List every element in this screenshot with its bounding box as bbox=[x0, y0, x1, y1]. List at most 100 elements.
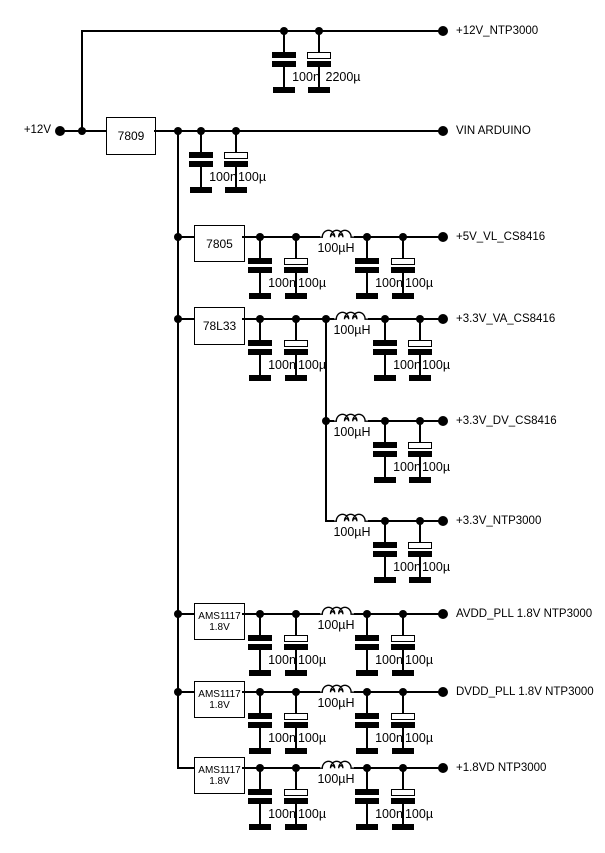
cap-lead bbox=[384, 521, 386, 542]
ground-bar bbox=[356, 824, 378, 830]
wire-segment bbox=[368, 318, 444, 320]
cap-lead bbox=[402, 614, 404, 635]
ground-bar bbox=[249, 748, 271, 754]
cap-lead bbox=[366, 237, 368, 258]
cap-lead bbox=[259, 319, 261, 340]
cap-lead bbox=[259, 692, 261, 713]
wire-segment bbox=[368, 420, 444, 422]
cap-plate bbox=[408, 442, 432, 449]
cap-value-label: 100µ bbox=[297, 653, 327, 667]
cap-lead bbox=[366, 727, 368, 748]
cap-lead bbox=[318, 31, 320, 52]
wire-segment bbox=[154, 130, 444, 132]
cap-plate bbox=[408, 340, 432, 347]
cap-plate bbox=[248, 789, 272, 795]
ceramic-capacitor bbox=[248, 768, 272, 830]
regulator-label: 7805 bbox=[206, 236, 233, 251]
cap-plate bbox=[284, 722, 308, 728]
wire-segment bbox=[242, 613, 320, 615]
cap-lead bbox=[419, 556, 421, 577]
cap-lead bbox=[366, 768, 368, 789]
terminal-dot bbox=[438, 763, 448, 773]
cap-lead bbox=[419, 319, 421, 340]
cap-plate bbox=[189, 161, 213, 167]
electrolytic-capacitor bbox=[391, 237, 415, 299]
cap-value-label: 100n bbox=[268, 731, 296, 745]
ceramic-capacitor bbox=[248, 237, 272, 299]
cap-lead bbox=[419, 354, 421, 375]
regulator-7809: 7809 bbox=[106, 117, 156, 155]
net-label-18vd-ntp3000: +1.8VD NTP3000 bbox=[456, 762, 547, 774]
net-label-vin-arduino: VIN ARDUINO bbox=[456, 125, 531, 137]
ground-bar bbox=[392, 670, 414, 676]
cap-lead bbox=[402, 649, 404, 670]
wire-segment bbox=[354, 691, 444, 693]
cap-lead bbox=[295, 692, 297, 713]
cap-value-label: 100µ bbox=[421, 560, 451, 574]
net-label-33v-va-cs8416: +3.3V_VA_CS8416 bbox=[456, 313, 556, 325]
cap-plate bbox=[408, 349, 432, 355]
cap-lead bbox=[419, 421, 421, 442]
electrolytic-capacitor bbox=[391, 768, 415, 830]
inductor-value-label: 100µH bbox=[333, 425, 371, 439]
cap-lead bbox=[295, 649, 297, 670]
electrolytic-capacitor bbox=[284, 614, 308, 676]
net-label-avdd-pll: AVDD_PLL 1.8V NTP3000 bbox=[456, 608, 593, 620]
cap-lead bbox=[366, 692, 368, 713]
wire-segment bbox=[354, 236, 444, 238]
ground-bar bbox=[374, 477, 396, 483]
wire-segment bbox=[178, 691, 194, 693]
net-label-12v-ntp3000: +12V_NTP3000 bbox=[456, 25, 539, 37]
cap-plate bbox=[248, 635, 272, 641]
cap-lead bbox=[366, 614, 368, 635]
ground-bar bbox=[374, 577, 396, 583]
cap-lead bbox=[259, 354, 261, 375]
cap-value-label: 100n bbox=[375, 807, 403, 821]
cap-value-label: 100µ bbox=[297, 358, 327, 372]
cap-value-label: 100µ bbox=[297, 276, 327, 290]
ground-bar bbox=[308, 87, 330, 93]
electrolytic-capacitor bbox=[307, 31, 331, 93]
cap-plate bbox=[373, 340, 397, 346]
ceramic-capacitor bbox=[355, 768, 379, 830]
cap-plate bbox=[391, 267, 415, 273]
cap-plate bbox=[284, 798, 308, 804]
regulator-ams1117-2: AMS1117 1.8V bbox=[194, 681, 245, 718]
cap-lead bbox=[318, 66, 320, 87]
inductor-value-label: 100µH bbox=[317, 618, 355, 632]
net-label-5v-vl-cs8416: +5V_VL_CS8416 bbox=[456, 231, 546, 243]
cap-plate bbox=[248, 713, 272, 719]
wire-segment bbox=[242, 236, 320, 238]
electrolytic-capacitor bbox=[408, 521, 432, 583]
ground-bar bbox=[409, 375, 431, 381]
cap-plate bbox=[373, 542, 397, 548]
wire-segment bbox=[325, 420, 334, 422]
inductor-value-label: 100µH bbox=[317, 772, 355, 786]
cap-lead bbox=[366, 649, 368, 670]
cap-plate bbox=[391, 798, 415, 804]
ground-bar bbox=[392, 293, 414, 299]
cap-lead bbox=[402, 727, 404, 748]
cap-value-label: 100µ bbox=[297, 731, 327, 745]
inductor-coil bbox=[333, 311, 369, 320]
ground-bar bbox=[285, 824, 307, 830]
cap-plate bbox=[408, 551, 432, 557]
cap-lead bbox=[259, 803, 261, 824]
cap-lead bbox=[295, 614, 297, 635]
electrolytic-capacitor bbox=[408, 421, 432, 483]
ground-bar bbox=[249, 293, 271, 299]
cap-lead bbox=[295, 272, 297, 293]
cap-plate bbox=[373, 451, 397, 457]
ceramic-capacitor bbox=[373, 319, 397, 381]
terminal-dot bbox=[438, 26, 448, 36]
cap-plate bbox=[355, 635, 379, 641]
cap-value-label: 100n bbox=[393, 560, 421, 574]
regulator-label: 7809 bbox=[117, 129, 145, 143]
cap-plate bbox=[248, 258, 272, 264]
cap-plate bbox=[391, 713, 415, 720]
cap-lead bbox=[384, 556, 386, 577]
electrolytic-capacitor bbox=[284, 692, 308, 754]
inductor-value-label: 100µH bbox=[317, 241, 355, 255]
cap-plate bbox=[248, 349, 272, 355]
cap-lead bbox=[200, 131, 202, 152]
